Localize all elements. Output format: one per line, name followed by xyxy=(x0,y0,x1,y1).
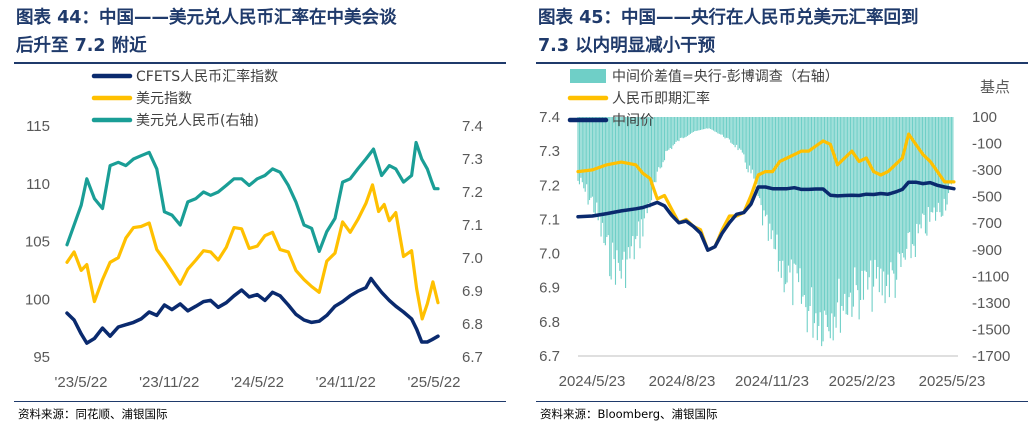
y-right-tick-label: -500 xyxy=(972,189,1002,206)
y-right-tick-label: 7.1 xyxy=(462,217,483,234)
y-left-tick-label: 6.8 xyxy=(539,314,560,331)
source-note: 资料来源：同花顺、浦银国际 xyxy=(18,407,168,421)
bar-series-0 xyxy=(577,117,954,350)
y-right-tick-label: 6.7 xyxy=(462,349,483,366)
y-right-tick-label: -900 xyxy=(972,242,1002,259)
x-tick-label: 2025/2/23 xyxy=(829,373,896,390)
y-left-tick-label: 7.3 xyxy=(539,143,560,160)
series-line-1 xyxy=(576,132,956,252)
y-right-tick-label: 6.8 xyxy=(462,316,483,333)
y-right-tick-label: -1700 xyxy=(972,348,1010,365)
legend-label: 美元指数 xyxy=(136,91,192,107)
legend-label: 人民币即期汇率 xyxy=(612,90,710,107)
y-left-tick-label: 110 xyxy=(26,176,50,193)
source-rule xyxy=(536,401,1028,402)
figure-44: 图表 44：中国——美元兑人民币汇率在中美会谈 后升至 7.2 附近 95 100… xyxy=(0,0,508,435)
x-tick-label: 2024/5/23 xyxy=(559,373,626,390)
y-right-tick-label: 100 xyxy=(972,109,997,126)
y-right-tick-label: -1300 xyxy=(972,295,1010,312)
y-right-axis-title: 基点 xyxy=(980,79,1010,96)
y-left-tick-label: 7.1 xyxy=(539,211,560,228)
y-left-tick-label: 6.9 xyxy=(539,280,560,297)
legend-label: 中间价差值=央行-彭博调查（右轴） xyxy=(612,68,839,85)
x-tick-label: '24/11/22 xyxy=(316,374,376,391)
y-right-tick-label: -1500 xyxy=(972,321,1010,338)
y-left-tick-label: 7.4 xyxy=(539,109,560,126)
y-right-tick-label: -300 xyxy=(972,162,1002,179)
figure-title-line2: 后升至 7.2 附近 xyxy=(16,36,147,56)
y-right-tick-label: -1100 xyxy=(972,268,1009,285)
source-note: 资料来源：Bloomberg、浦银国际 xyxy=(540,407,718,421)
y-right-tick-label: -100 xyxy=(972,136,1002,153)
y-right-tick-label: 6.9 xyxy=(462,283,483,300)
chart-usdcny-dxy-cfets: 95 100 105 110 115 6.7 6.8 6.9 7.0 7.1 7.2 7.3 7.4 '2… xyxy=(25,68,483,391)
y-right-tick-label: 7.3 xyxy=(462,151,483,168)
y-right-tick-label: 7.2 xyxy=(462,184,483,201)
legend-label: 中间价 xyxy=(612,113,654,129)
y-right-tick-label: 7.4 xyxy=(462,118,483,135)
figure-title-line1: 图表 44：中国——美元兑人民币汇率在中美会谈 xyxy=(16,8,397,28)
series-line-0 xyxy=(65,276,440,345)
series-line-2 xyxy=(65,140,440,253)
x-tick-label: 2024/11/23 xyxy=(735,373,809,390)
x-tick-label: '23/5/22 xyxy=(55,374,108,391)
y-right-tick-label: 7.0 xyxy=(462,250,483,267)
figure-title-line2: 7.3 以内明显减小干预 xyxy=(538,36,716,56)
x-tick-label: '24/5/22 xyxy=(231,374,284,391)
y-right-tick-label: -700 xyxy=(972,215,1002,232)
title-rule xyxy=(536,62,1028,64)
x-tick-label: 2025/5/23 xyxy=(919,373,986,390)
figure-title: 图表 45：中国——央行在人民币兑美元汇率回到 7.3 以内明显减小干预 xyxy=(538,4,1028,60)
x-tick-label: '25/5/22 xyxy=(408,374,461,391)
y-left-tick-label: 100 xyxy=(25,291,50,308)
y-left-tick-label: 7.0 xyxy=(539,246,560,263)
x-tick-label: 2024/8/23 xyxy=(649,373,716,390)
legend-label: 美元兑人民币(右轴) xyxy=(136,113,259,129)
y-left-tick-label: 105 xyxy=(25,234,50,251)
figure-title: 图表 44：中国——美元兑人民币汇率在中美会谈 后升至 7.2 附近 xyxy=(16,4,506,60)
x-tick-label: '23/11/22 xyxy=(139,374,199,391)
figure-45: 图表 45：中国——央行在人民币兑美元汇率回到 7.3 以内明显减小干预 6.7… xyxy=(522,0,1030,435)
y-left-tick-label: 6.7 xyxy=(539,348,560,365)
title-rule xyxy=(14,62,506,64)
legend-swatch xyxy=(570,69,606,83)
series-line-1 xyxy=(65,183,440,321)
y-left-tick-label: 115 xyxy=(26,118,50,135)
y-left-tick-label: 7.2 xyxy=(539,177,560,194)
figure-title-line1: 图表 45：中国——央行在人民币兑美元汇率回到 xyxy=(538,8,919,28)
series-line-2 xyxy=(576,180,956,252)
chart-fixing-spot-gap: 6.7 6.8 6.9 7.0 7.1 7.2 7.3 7.4 100 -100 -300 -500 -… xyxy=(539,68,1010,390)
source-rule xyxy=(14,401,506,402)
y-left-tick-label: 95 xyxy=(33,349,50,366)
legend-label: CFETS人民币汇率指数 xyxy=(136,68,278,85)
